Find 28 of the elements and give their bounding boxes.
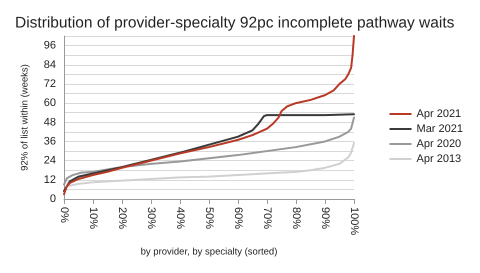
y-tick-label: 0 [50, 193, 56, 205]
x-tick-label: 40% [174, 207, 186, 230]
legend-label: Apr 2020 [416, 138, 462, 150]
legend-label: Apr 2013 [416, 153, 462, 165]
x-tick-label: 100% [348, 207, 360, 236]
y-tick-label: 24 [44, 154, 56, 167]
x-tick-label: 20% [116, 207, 128, 230]
x-tick-label: 70% [261, 207, 273, 230]
y-tick-label: 48 [44, 116, 56, 128]
x-tick-label: 50% [203, 207, 215, 230]
y-tick-label: 36 [44, 135, 56, 148]
x-tick-label: 0% [58, 207, 70, 224]
x-tick-label: 80% [290, 207, 302, 230]
y-tick-label: 72 [44, 78, 56, 90]
y-tick-label: 84 [44, 58, 56, 71]
x-tick-label: 60% [232, 207, 244, 230]
legend-label: Apr 2021 [416, 108, 462, 120]
x-tick-label: 30% [145, 207, 157, 230]
y-tick-label: 12 [44, 174, 56, 186]
x-tick-label: 90% [319, 207, 331, 230]
y-tick-label: 96 [44, 40, 56, 52]
y-axis-title: 92% of list within (weeks) [20, 64, 30, 171]
line-series [63, 35, 355, 196]
x-tick-label: 10% [87, 207, 99, 230]
chart-title: Distribution of provider-specialty 92pc incomplete pathway waits [15, 14, 455, 32]
y-tick-label: 60 [44, 97, 56, 110]
legend-label: Mar 2021 [416, 123, 464, 135]
x-axis-title: by provider, by specialty (sorted) [140, 246, 278, 258]
